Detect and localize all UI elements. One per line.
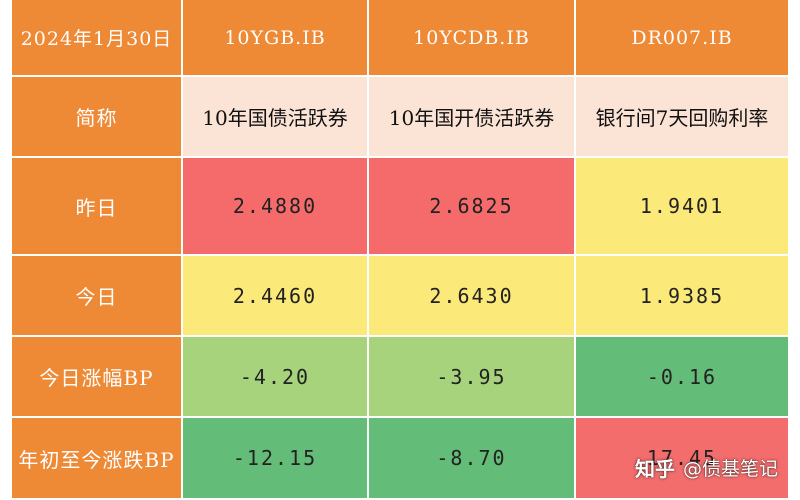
change-10ygb: -4.20 xyxy=(183,337,369,418)
header-10ygb: 10YGB.IB xyxy=(183,0,369,77)
zhihu-watermark: 知乎 @债基笔记 xyxy=(635,453,778,482)
today-dr007: 1.9385 xyxy=(576,256,788,337)
row-label-yesterday: 昨日 xyxy=(12,158,183,256)
yesterday-10ygb: 2.4880 xyxy=(183,158,369,256)
name-dr007: 银行间7天回购利率 xyxy=(576,77,788,158)
change-dr007: -0.16 xyxy=(576,337,788,418)
row-label-ytd: 年初至今涨跌BP xyxy=(12,418,183,500)
today-10ycdb: 2.6430 xyxy=(369,256,576,337)
row-label-change: 今日涨幅BP xyxy=(12,337,183,418)
row-label-name: 简称 xyxy=(12,77,183,158)
yesterday-dr007: 1.9401 xyxy=(576,158,788,256)
ytd-dr007: 17.45 xyxy=(576,418,788,500)
row-label-today: 今日 xyxy=(12,256,183,337)
header-10ycdb: 10YCDB.IB xyxy=(369,0,576,77)
change-10ycdb: -3.95 xyxy=(369,337,576,418)
today-10ygb: 2.4460 xyxy=(183,256,369,337)
bond-rates-table: 2024年1月30日 10YGB.IB 10YCDB.IB DR007.IB 简… xyxy=(12,0,788,500)
header-dr007: DR007.IB xyxy=(576,0,788,77)
name-10ycdb: 10年国开债活跃券 xyxy=(369,77,576,158)
zhihu-logo: 知乎 xyxy=(634,457,675,481)
ytd-10ycdb: -8.70 xyxy=(369,418,576,500)
watermark-handle: @债基笔记 xyxy=(682,458,778,480)
ytd-10ygb: -12.15 xyxy=(183,418,369,500)
header-date: 2024年1月30日 xyxy=(12,0,183,77)
yesterday-10ycdb: 2.6825 xyxy=(369,158,576,256)
name-10ygb: 10年国债活跃券 xyxy=(183,77,369,158)
